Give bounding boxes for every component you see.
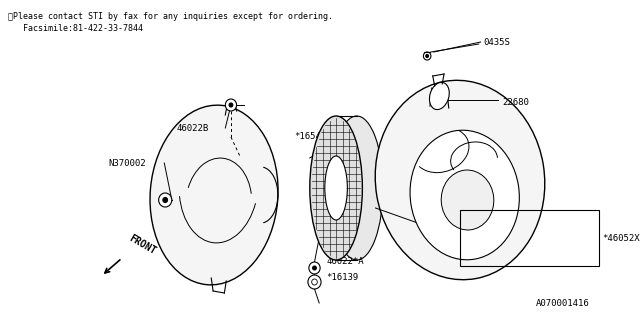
Circle shape bbox=[163, 197, 168, 203]
Circle shape bbox=[424, 52, 431, 60]
Ellipse shape bbox=[375, 80, 545, 280]
Text: N370002: N370002 bbox=[108, 158, 145, 167]
Ellipse shape bbox=[150, 105, 278, 285]
Text: 46022B: 46022B bbox=[177, 124, 209, 132]
Text: *16139: *16139 bbox=[326, 274, 359, 283]
Text: *46052X: *46052X bbox=[603, 234, 640, 243]
Text: *16546*Z: *16546*Z bbox=[294, 132, 337, 140]
Text: 0435S: 0435S bbox=[483, 37, 510, 46]
Text: FRONT: FRONT bbox=[127, 233, 157, 256]
Text: ※Please contact STI by fax for any inquiries except for ordering.: ※Please contact STI by fax for any inqui… bbox=[8, 12, 333, 21]
Text: A070001416: A070001416 bbox=[536, 299, 589, 308]
Ellipse shape bbox=[310, 116, 362, 260]
Circle shape bbox=[308, 275, 321, 289]
Ellipse shape bbox=[330, 116, 383, 260]
Ellipse shape bbox=[429, 83, 449, 109]
Ellipse shape bbox=[410, 130, 520, 260]
Circle shape bbox=[229, 103, 233, 107]
Circle shape bbox=[312, 266, 316, 270]
Text: 46022*A: 46022*A bbox=[326, 257, 364, 266]
Circle shape bbox=[309, 262, 320, 274]
Text: 22680: 22680 bbox=[502, 98, 529, 107]
Ellipse shape bbox=[441, 170, 494, 230]
Circle shape bbox=[426, 54, 429, 58]
Circle shape bbox=[225, 99, 237, 111]
Bar bbox=[460, 210, 599, 266]
Ellipse shape bbox=[325, 156, 348, 220]
Text: Facsimile:81-422-33-7844: Facsimile:81-422-33-7844 bbox=[8, 24, 143, 33]
Circle shape bbox=[159, 193, 172, 207]
